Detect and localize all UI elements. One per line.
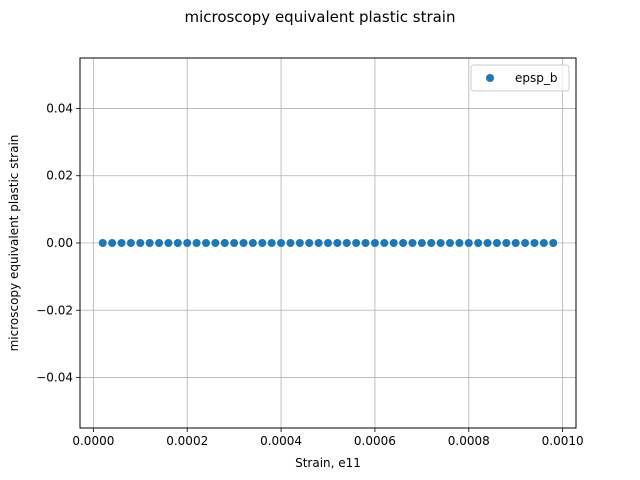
y-tick-label: 0.00 (46, 236, 73, 250)
data-point (417, 239, 426, 247)
data-point (145, 239, 154, 247)
data-point (502, 239, 511, 247)
data-point (295, 239, 304, 247)
data-point (399, 239, 408, 247)
data-point (492, 239, 501, 247)
data-point (220, 239, 229, 247)
data-point (126, 239, 135, 247)
data-points (98, 239, 558, 247)
data-point (474, 239, 483, 247)
data-point (530, 239, 539, 247)
data-point (258, 239, 267, 247)
data-point (183, 239, 192, 247)
data-point (539, 239, 548, 247)
data-point (192, 239, 201, 247)
y-axis-label: microscopy equivalent plastic strain (7, 135, 21, 352)
data-point (483, 239, 492, 247)
data-point (286, 239, 295, 247)
y-tick-label: −0.04 (36, 371, 73, 385)
data-point (164, 239, 173, 247)
data-point (342, 239, 351, 247)
data-point (511, 239, 520, 247)
x-tick-label: 0.0010 (542, 434, 584, 448)
data-point (324, 239, 332, 247)
data-point (352, 239, 361, 247)
x-tick-label: 0.0004 (260, 434, 302, 448)
data-point (314, 239, 323, 247)
legend-marker (486, 74, 494, 82)
data-point (155, 239, 164, 247)
data-point (108, 239, 117, 247)
data-point (361, 239, 370, 247)
data-point (333, 239, 342, 247)
data-point (446, 239, 455, 247)
data-point (389, 239, 398, 247)
y-tick-label: 0.02 (46, 169, 73, 183)
chart-title: microscopy equivalent plastic strain (185, 8, 456, 26)
data-point (173, 239, 182, 247)
x-axis-label: Strain, e11 (295, 456, 361, 470)
data-point (455, 239, 464, 247)
axis-ticks: 0.0000 0.0002 0.0004 0.0006 0.0008 0.0010 −0.0… (36, 101, 583, 448)
data-point (136, 239, 145, 247)
legend-box (470, 64, 570, 92)
data-point (230, 239, 239, 247)
data-point (248, 239, 257, 247)
data-point (277, 239, 286, 247)
x-tick-label: 0.0008 (448, 434, 490, 448)
data-point (211, 239, 220, 247)
data-point (380, 239, 389, 247)
x-tick-label: 0.0006 (354, 434, 396, 448)
data-point (239, 239, 248, 247)
y-tick-label: −0.02 (36, 303, 73, 317)
y-tick-label: 0.04 (46, 101, 73, 115)
data-point (408, 239, 417, 247)
data-point (464, 239, 473, 247)
legend-label: epsp_b (515, 71, 558, 85)
data-point (305, 239, 314, 247)
data-point (201, 239, 210, 247)
x-tick-label: 0.0002 (166, 434, 208, 448)
legend: epsp_b (470, 64, 570, 92)
data-point (436, 239, 445, 247)
data-point (98, 239, 107, 247)
data-point (267, 239, 276, 247)
data-point (549, 239, 558, 247)
data-point (521, 239, 530, 247)
x-tick-label: 0.0000 (72, 434, 114, 448)
plot-frame (79, 57, 577, 429)
data-point (370, 239, 379, 247)
data-point (427, 239, 436, 247)
data-point (117, 239, 126, 247)
